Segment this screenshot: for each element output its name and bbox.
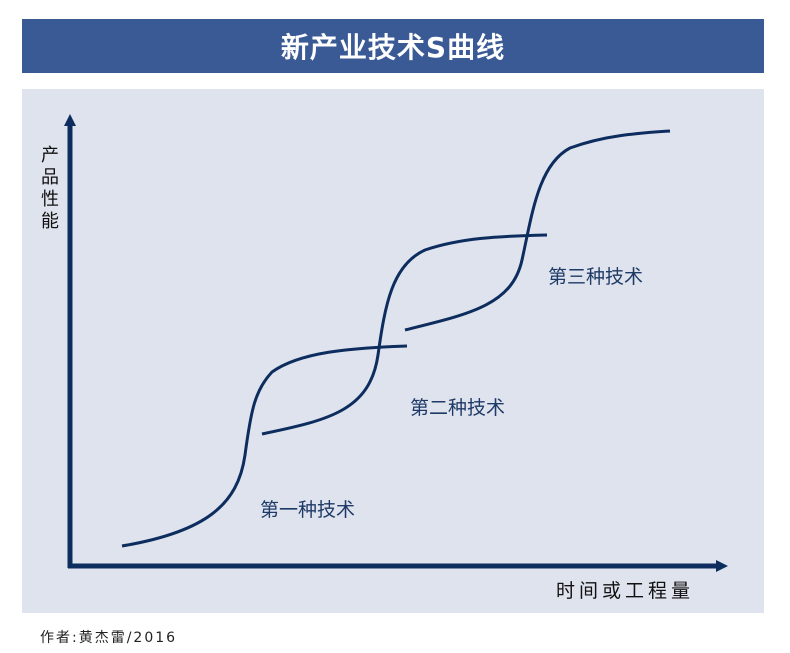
author-credit: 作者:黄杰雷/2016 xyxy=(40,630,178,646)
curve-label-tech-3: 第三种技术 xyxy=(548,266,644,288)
curve-label-tech-2: 第二种技术 xyxy=(410,397,506,419)
curve-tech-3 xyxy=(404,129,671,332)
title-bar: 新产业技术S曲线 xyxy=(22,19,764,73)
y-axis-label: 产品性能 xyxy=(38,145,59,233)
diagram-panel xyxy=(22,89,764,613)
curve-label-tech-1: 第一种技术 xyxy=(260,499,356,521)
curve-tech-2 xyxy=(261,233,548,436)
diagram-title: 新产业技术S曲线 xyxy=(280,31,506,64)
curve-tech-1 xyxy=(121,344,408,548)
x-axis-label: 时间或工程量 xyxy=(556,580,695,602)
